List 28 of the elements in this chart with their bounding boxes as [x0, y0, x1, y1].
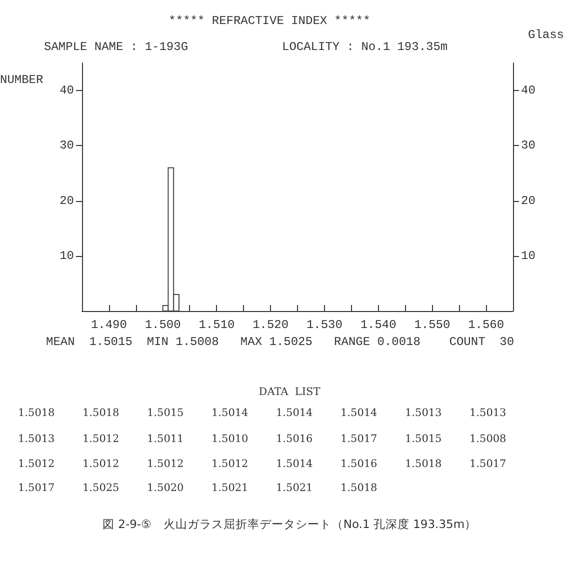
x-tick-label: 1.540 [360, 318, 396, 332]
y2-tick-label: 30 [521, 138, 536, 153]
text: MEAN 1.5015 MIN 1.5008 MAX 1.5025 RANGE 0.0018 COUNT 30 [46, 335, 514, 349]
x-tick-label: 1.560 [468, 318, 504, 332]
text: DATA LIST [258, 386, 322, 398]
x-tick-label: 1.520 [252, 318, 289, 332]
text: 1.5017 1.5025 1.5020 1.5021 1.5021 1.5018 [18, 482, 378, 494]
text: 1.5012 1.5012 1.5012 1.5012 1.5014 1.5016 1.5018 1.5017 [18, 458, 506, 470]
y2-tick-label: 20 [521, 194, 536, 208]
y-tick-label: 10 [60, 248, 74, 263]
y-tick-label: 20 [60, 194, 74, 208]
text: Glass [528, 28, 564, 42]
text: LOCALITY : No.1 193.35m [282, 40, 448, 54]
text: 1.5013 1.5012 1.5011 1.5010 1.5016 1.5017 1.5015 1.5008 [18, 433, 506, 445]
y2-tick-label: 40 [521, 84, 536, 98]
y-tick-label: 30 [60, 138, 74, 153]
text: 1.5018 1.5018 1.5015 1.5014 1.5014 1.5014 1.5013 1.5013 [18, 407, 506, 419]
caption: 図 2-9-⑤ 火山ガラス屈折率データシート（No.1 孔深度 193.35m） [101, 517, 478, 532]
x-tick-label: 1.500 [144, 318, 181, 332]
y-tick-label: 40 [60, 84, 74, 98]
x-tick-label: 1.530 [306, 318, 342, 332]
y-axis-title: NUMBER [0, 73, 44, 87]
chart-title: ***** REFRACTIVE INDEX ***** [168, 14, 372, 28]
x-tick-label: 1.490 [90, 318, 127, 332]
y2-tick-label: 10 [521, 248, 536, 263]
chart-subtitle: SAMPLE NAME : 1-193G [44, 40, 188, 54]
x-tick-label: 1.510 [198, 318, 235, 332]
x-tick-label: 1.550 [414, 318, 450, 332]
